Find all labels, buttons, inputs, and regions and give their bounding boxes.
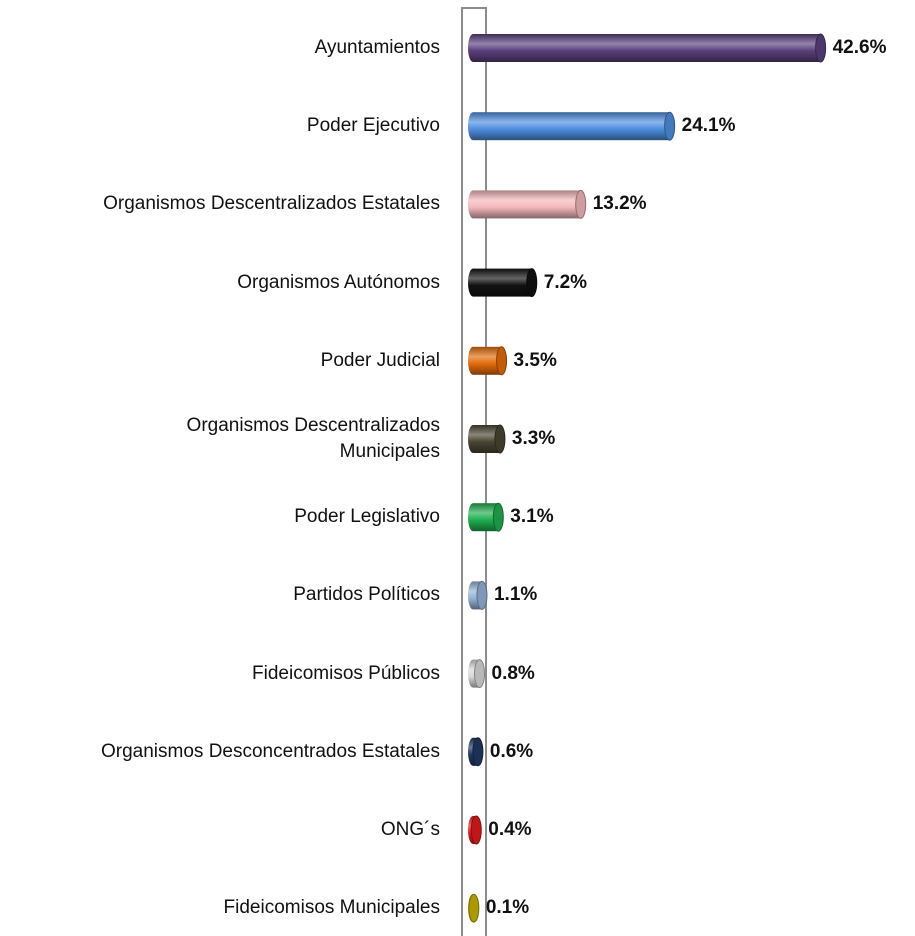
category-label: Poder Judicial: [320, 349, 440, 371]
bar-cap: [472, 737, 484, 767]
category-label: Organismos Descentralizados Municipales: [186, 415, 440, 462]
axis-wall: [461, 7, 487, 936]
value-label: 7.2%: [543, 271, 588, 293]
bar: [473, 112, 670, 141]
category-label: Organismos Autónomos: [237, 271, 440, 293]
bar: [473, 34, 821, 62]
value-label: 0.6%: [489, 740, 534, 762]
category-label: ONG´s: [380, 819, 440, 840]
value-label: 42.6%: [832, 37, 887, 58]
value-label: 24.1%: [681, 115, 736, 137]
value-label: 3.5%: [513, 349, 557, 371]
category-label: Ayuntamientos: [314, 37, 440, 58]
value-label: 3.3%: [511, 428, 556, 449]
value-label: 13.2%: [592, 193, 647, 215]
value-label: 0.8%: [491, 662, 535, 684]
category-label: Poder Legislativo: [294, 506, 440, 528]
bar-cap: [526, 268, 538, 298]
bar-cap: [664, 111, 676, 141]
bar-cap: [476, 580, 488, 610]
bar: [473, 190, 581, 219]
category-label: Partidos Políticos: [293, 584, 440, 606]
bar-cap: [474, 659, 486, 689]
bar-cap: [468, 893, 480, 923]
value-label: 0.4%: [488, 819, 532, 840]
bar-cap: [815, 33, 827, 63]
bar-cap: [470, 815, 482, 845]
value-label: 0.1%: [485, 897, 530, 919]
value-label: 3.1%: [510, 506, 554, 528]
category-label: Organismos Descentralizados Estatales: [103, 193, 440, 215]
bar-cap: [496, 346, 508, 376]
value-label: 1.1%: [493, 584, 538, 606]
bar-cap: [494, 424, 506, 454]
category-label: Fideicomisos Públicos: [252, 662, 440, 684]
category-label: Poder Ejecutivo: [306, 115, 440, 137]
category-label: Organismos Desconcentrados Estatales: [101, 740, 440, 762]
bar: [473, 268, 532, 297]
bar-cap: [575, 189, 587, 219]
bar-cap: [492, 502, 504, 532]
category-label: Fideicomisos Municipales: [223, 897, 440, 919]
